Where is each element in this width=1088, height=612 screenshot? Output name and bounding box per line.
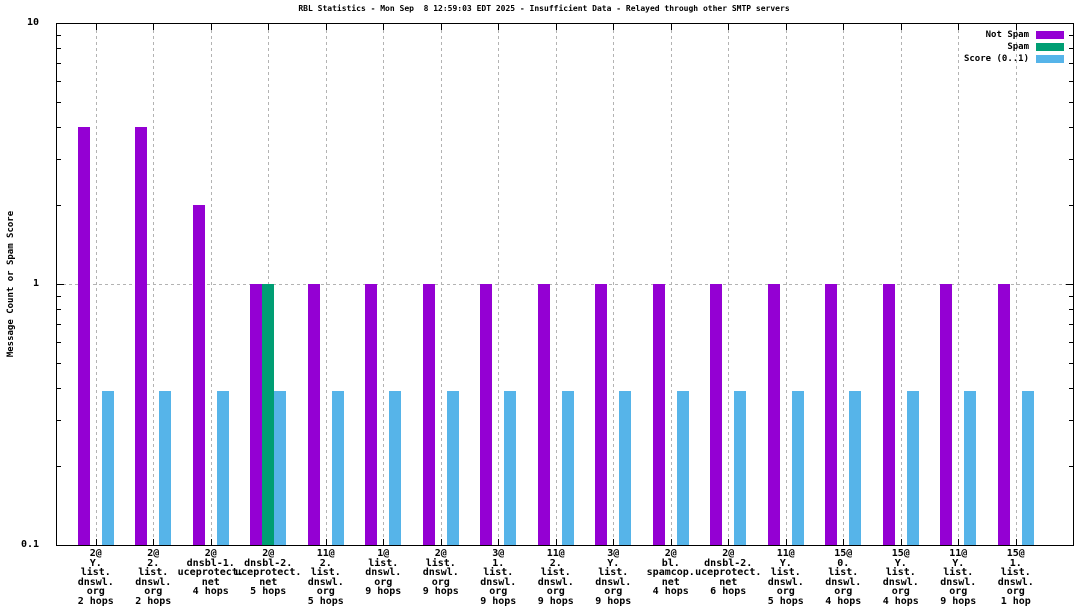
legend-swatch-not-spam xyxy=(1036,31,1064,39)
legend-label-score: Score (0..1) xyxy=(963,53,1029,64)
legend-row-not-spam: Not Spam xyxy=(964,29,1064,41)
legend-swatch-spam xyxy=(1036,43,1064,51)
legend-row-spam: Spam xyxy=(964,41,1064,53)
y-tick-label-1: 1 xyxy=(32,278,39,289)
legend-row-score: Score (0..1) xyxy=(964,53,1064,65)
y-tick-label-0-1: 0.1 xyxy=(20,539,39,550)
y-tick-label-10: 10 xyxy=(26,17,39,28)
legend-label-spam: Spam xyxy=(1007,41,1029,52)
legend-swatch-score xyxy=(1036,55,1064,63)
chart-title: RBL Statistics - Mon Sep 8 12:59:03 EDT … xyxy=(298,4,790,13)
legend: Not Spam Spam Score (0..1) xyxy=(964,29,1064,65)
legend-label-not-spam: Not Spam xyxy=(985,29,1029,40)
